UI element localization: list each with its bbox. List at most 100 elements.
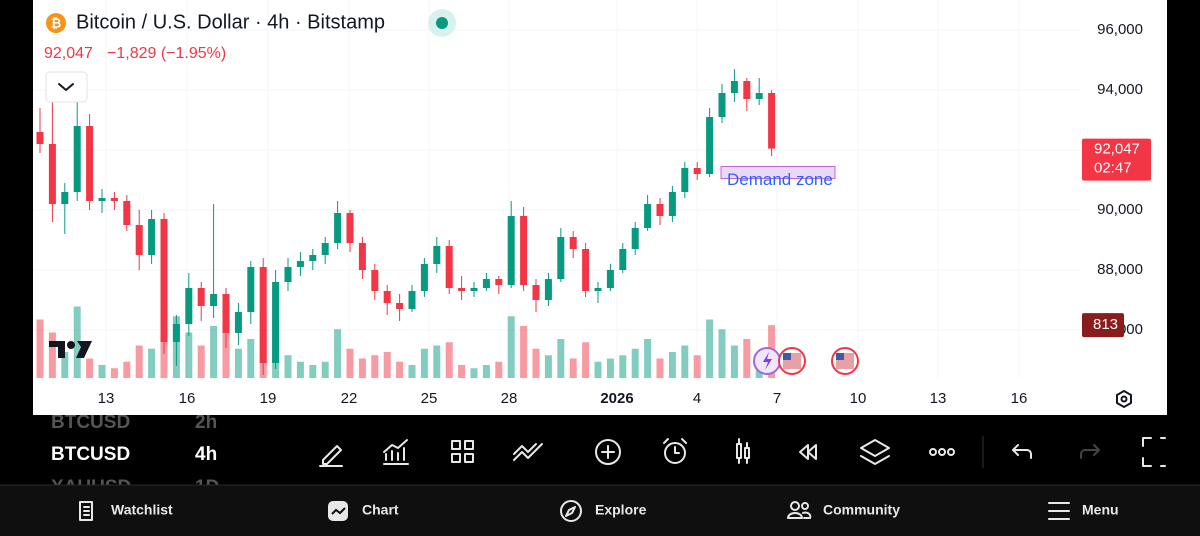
volume-bar — [321, 361, 329, 378]
event-glyph — [763, 352, 772, 370]
volume-bar — [507, 316, 515, 378]
undo-icon[interactable] — [1012, 444, 1032, 459]
logo — [76, 341, 92, 358]
volume-bar — [681, 345, 689, 378]
candle-body — [495, 279, 503, 285]
volume-bar — [706, 319, 714, 378]
more-icon — [947, 448, 955, 456]
collapse-button[interactable] — [45, 71, 88, 103]
alert-icon[interactable] — [664, 442, 686, 464]
symbol-faded[interactable]: BTCUSD — [51, 412, 130, 433]
volume-bar — [222, 322, 230, 378]
candle-body — [61, 192, 69, 204]
candle-body — [272, 282, 280, 363]
logo — [67, 341, 75, 349]
volume-bar — [594, 361, 602, 378]
interval-faded[interactable]: 2h — [195, 412, 217, 433]
x-tick-label: 2026 — [600, 390, 633, 407]
indicators-icon[interactable] — [383, 439, 409, 465]
volume-bar — [98, 365, 106, 378]
candle-body — [73, 126, 81, 192]
y-tick-label: 88,000 — [1097, 261, 1143, 278]
nav-explore[interactable]: Explore — [595, 502, 647, 518]
fullscreen-icon[interactable] — [1142, 437, 1166, 467]
candle-body — [755, 93, 763, 99]
candle-body — [458, 288, 466, 291]
symbol[interactable]: BTCUSD — [51, 444, 130, 465]
price-badge-label: 92,047 — [1094, 141, 1140, 158]
redo-icon[interactable] — [1080, 444, 1100, 459]
x-tick-label: 16 — [1011, 390, 1028, 407]
candle-body — [656, 204, 664, 216]
candle-body — [730, 81, 738, 93]
volume-bar — [619, 355, 627, 378]
community-icon — [787, 511, 812, 519]
candle-body — [48, 144, 56, 204]
settings-icon[interactable] — [1116, 390, 1132, 408]
volume-bar — [48, 332, 56, 378]
volume-bar — [582, 342, 590, 378]
volume-bar — [334, 329, 342, 378]
price: 92,047 — [44, 45, 93, 62]
candle-body — [718, 93, 726, 117]
volume-bar — [148, 348, 156, 378]
candle-body — [631, 228, 639, 249]
candle-body — [358, 243, 366, 270]
candle-body — [569, 237, 577, 249]
coin-icon — [46, 13, 66, 33]
x-tick-label: 28 — [501, 390, 518, 407]
volume-bar — [718, 329, 726, 378]
compare-icon[interactable] — [513, 443, 543, 461]
chevron-icon — [58, 83, 74, 91]
candle-body — [582, 249, 590, 291]
volume-bar — [544, 355, 552, 378]
candle-body — [296, 261, 304, 267]
chart-nav-icon — [331, 507, 346, 515]
volume-bar — [433, 345, 441, 378]
x-tick-label: 19 — [260, 390, 277, 407]
candle-body — [532, 285, 540, 300]
volume-bar — [309, 365, 317, 378]
nav-watchlist[interactable]: Watchlist — [111, 502, 173, 518]
chart-area — [33, 0, 1167, 415]
y-tick-label: 90,000 — [1097, 201, 1143, 218]
volume-bar — [135, 345, 143, 378]
volume-bar — [86, 358, 94, 378]
x-tick-label: 22 — [341, 390, 358, 407]
x-tick-label: 4 — [693, 390, 701, 407]
volume-bar — [656, 358, 664, 378]
candle-body — [234, 312, 242, 333]
volume-bar — [358, 358, 366, 378]
chart-title: Bitcoin / U.S. Dollar · 4h · Bitstamp — [76, 11, 385, 33]
more-icon[interactable] — [929, 448, 937, 456]
draw-icon[interactable] — [319, 445, 343, 467]
volume-bar — [73, 306, 81, 378]
volume-bar — [346, 348, 354, 378]
interval[interactable]: 4h — [195, 444, 217, 465]
chart-type-icon[interactable] — [736, 438, 750, 464]
volume-bar — [383, 352, 391, 378]
objects-icon[interactable] — [860, 439, 890, 465]
nav-bar — [0, 485, 1200, 536]
replay-icon[interactable] — [799, 444, 817, 460]
candle-body — [594, 288, 602, 291]
candle-body — [408, 291, 416, 309]
candle-body — [544, 279, 552, 300]
nav-community[interactable]: Community — [823, 502, 900, 518]
add-icon[interactable] — [595, 439, 621, 465]
candle-body — [557, 237, 565, 279]
candle-body — [706, 117, 714, 174]
demand-zone — [720, 166, 836, 179]
candle-body — [743, 81, 751, 99]
volume-bar — [61, 352, 69, 378]
volume-bar — [569, 358, 577, 378]
nav-chart[interactable]: Chart — [362, 502, 399, 518]
candle-body — [284, 267, 292, 282]
nav-menu[interactable]: Menu — [1082, 502, 1119, 518]
x-tick-label: 13 — [98, 390, 115, 407]
candle-body — [135, 225, 143, 255]
watchlist-icon — [79, 501, 93, 521]
menu-icon — [1048, 502, 1070, 520]
explore-icon — [560, 500, 582, 522]
layouts-icon[interactable] — [451, 440, 474, 463]
